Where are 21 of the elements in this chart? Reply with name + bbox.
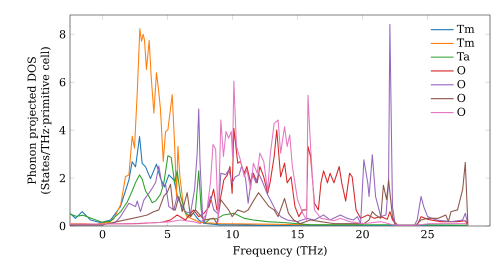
legend-label: O [457, 94, 466, 102]
x-tick-label: 25 [421, 230, 434, 238]
legend-label: O [457, 80, 466, 88]
line-series [70, 80, 468, 226]
legend-label: Tm [456, 24, 474, 33]
legend-label: Ta [456, 52, 470, 60]
y-tick-label: 2 [60, 174, 65, 182]
x-axis-title: Frequency (THz) [233, 246, 327, 257]
legend-label: O [457, 108, 466, 116]
y-tick-label: 6 [60, 78, 66, 86]
y-tick-label: 8 [60, 30, 66, 38]
x-tick-label: 5 [164, 230, 170, 238]
legend-label: O [457, 66, 466, 74]
y-tick-label: 4 [59, 126, 66, 134]
y-axis-title: Phonon projected DOS (States/THz·primitive cell) [27, 47, 52, 194]
x-tick-label: 10 [226, 230, 239, 238]
legend-label: Tm [456, 38, 474, 47]
x-tick-label: 20 [356, 230, 369, 238]
x-tick-label: 15 [292, 230, 304, 238]
x-tick-label: 0 [100, 230, 106, 238]
y-tick-label: 0 [60, 222, 66, 230]
